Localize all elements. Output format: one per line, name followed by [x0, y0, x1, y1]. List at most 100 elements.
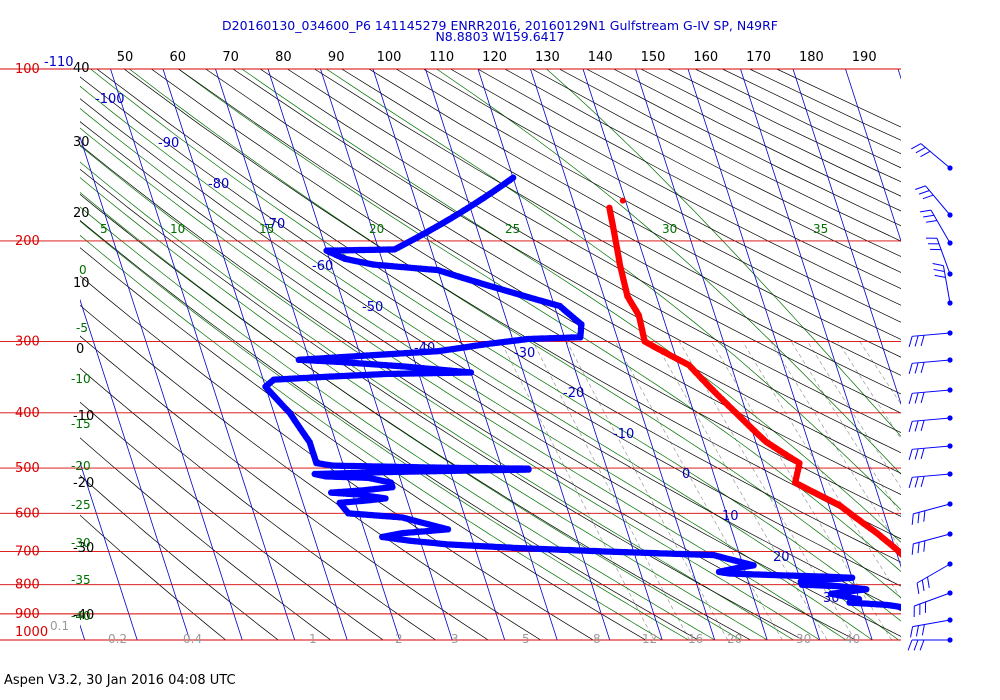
isobar-label: 100	[15, 62, 40, 77]
wind-barb-flag	[923, 214, 935, 218]
dewpoint-point	[906, 605, 912, 611]
isotherm-line	[425, 69, 611, 640]
temperature-point	[956, 616, 962, 622]
wind-barb-flag	[916, 582, 920, 594]
wind-barb-dot	[947, 561, 953, 567]
isotherm-label: -60	[312, 259, 333, 274]
temperature-point	[952, 602, 958, 608]
temperature-point	[965, 621, 971, 627]
isotherm-line	[897, 69, 901, 80]
wind-barb	[911, 501, 953, 525]
dry-adiabats	[80, 69, 901, 640]
wind-barb-flag	[922, 194, 934, 200]
top-axis-tick: 90	[328, 50, 345, 65]
temperature-point	[956, 606, 962, 612]
temperature-point	[928, 609, 934, 615]
mixing-ratio-line	[654, 341, 828, 640]
wind-barb	[911, 531, 953, 555]
wind-barb-flag	[920, 420, 925, 431]
temperature-point	[902, 555, 908, 561]
top-axis-tick: 160	[693, 50, 718, 65]
dewpoint-point	[931, 616, 937, 622]
temperature-point	[989, 634, 995, 640]
dry-adiabat-line	[80, 121, 901, 637]
dewpoint-point	[941, 632, 947, 638]
moist-adiabat-label: 10	[170, 222, 185, 236]
temperature-point	[937, 609, 943, 615]
wind-barb-flag	[915, 185, 926, 190]
wind-barb-flag	[907, 639, 913, 651]
top-axis-tick: 130	[535, 50, 560, 65]
top-axis-tick: 170	[746, 50, 771, 65]
dry-adiabat-line	[776, 69, 901, 128]
moist-adiabat-label: 0	[79, 263, 87, 277]
top-axis-tick: 150	[641, 50, 666, 65]
wind-barb-staff	[912, 417, 951, 422]
temperature-point	[996, 637, 1000, 643]
temperature-point	[946, 612, 952, 618]
temperature-point	[955, 604, 961, 610]
dewpoint-point	[937, 626, 943, 632]
dry-adiabat-line	[80, 304, 541, 640]
dry-adiabat-label: 10	[73, 276, 90, 291]
mixing-ratio-line	[500, 341, 655, 640]
wind-barb	[908, 357, 953, 375]
wind-barb-dot	[947, 387, 953, 393]
wind-barb-staff	[925, 185, 951, 216]
mixing-ratio-label: 30	[796, 632, 811, 646]
title-line-2: N8.8803 W159.6417	[435, 29, 565, 44]
moist-adiabat-label: 30	[662, 222, 677, 236]
isotherm-line	[80, 461, 138, 640]
isotherm-line	[372, 69, 558, 640]
wind-barb-flag	[908, 336, 913, 348]
dry-adiabat-label: -40	[73, 608, 94, 623]
moist-adiabat-line	[80, 127, 847, 640]
wind-barb-staff	[930, 209, 951, 244]
temperature-point	[943, 611, 949, 617]
wind-barb-dot	[947, 330, 953, 336]
moist-adiabat-label: -25	[71, 498, 91, 512]
temperature-point	[955, 608, 961, 614]
dry-adiabat-line	[395, 69, 901, 340]
moist-adiabat-line	[80, 191, 742, 640]
wind-barb-flag	[908, 449, 913, 461]
temperature-point	[933, 609, 939, 615]
isotherm-line	[845, 69, 901, 243]
wind-barb-flag	[914, 420, 919, 432]
moist-adiabat-line	[80, 161, 794, 640]
temperature-point	[983, 632, 989, 638]
dewpoint-point	[938, 627, 944, 633]
isotherm-label: -30	[514, 346, 535, 361]
temperature-point	[974, 626, 980, 632]
sounding-series	[262, 174, 1000, 643]
wind-barb-flag	[917, 542, 920, 554]
wind-barb-dot	[947, 212, 953, 218]
temperature-point	[960, 618, 966, 624]
wind-barb-flag	[908, 363, 913, 375]
temperature-point	[958, 607, 964, 613]
mixing-ratio-line	[678, 341, 856, 640]
wind-barb-dot	[947, 617, 953, 623]
wind-barb-flag	[915, 146, 926, 154]
mixing-ratio-line	[566, 341, 729, 640]
dry-adiabat-label: -30	[73, 541, 94, 556]
isotherm-label: -50	[362, 300, 383, 315]
isotherm-label: 20	[773, 550, 790, 565]
moist-adiabat-line	[546, 69, 901, 437]
temperature-point	[932, 583, 938, 589]
top-axis-tick: 180	[799, 50, 824, 65]
wind-barb-dot	[947, 443, 953, 449]
isobar-label: 600	[15, 506, 40, 521]
wind-barb	[908, 471, 953, 489]
moist-adiabat-label: -15	[71, 417, 91, 431]
chart-title: D20160130_034600_P6 141145279 ENRR2016, …	[0, 19, 1000, 44]
dry-adiabat-line	[80, 437, 331, 640]
temperature-point	[914, 569, 920, 575]
dewpoint-point	[928, 613, 934, 619]
temperature-point	[985, 633, 991, 639]
wind-barb-staff	[916, 563, 951, 584]
temperature-point	[991, 635, 997, 641]
wind-barb-dot	[947, 471, 953, 477]
wind-barb-flag	[920, 150, 931, 158]
temperature-point	[935, 609, 941, 615]
